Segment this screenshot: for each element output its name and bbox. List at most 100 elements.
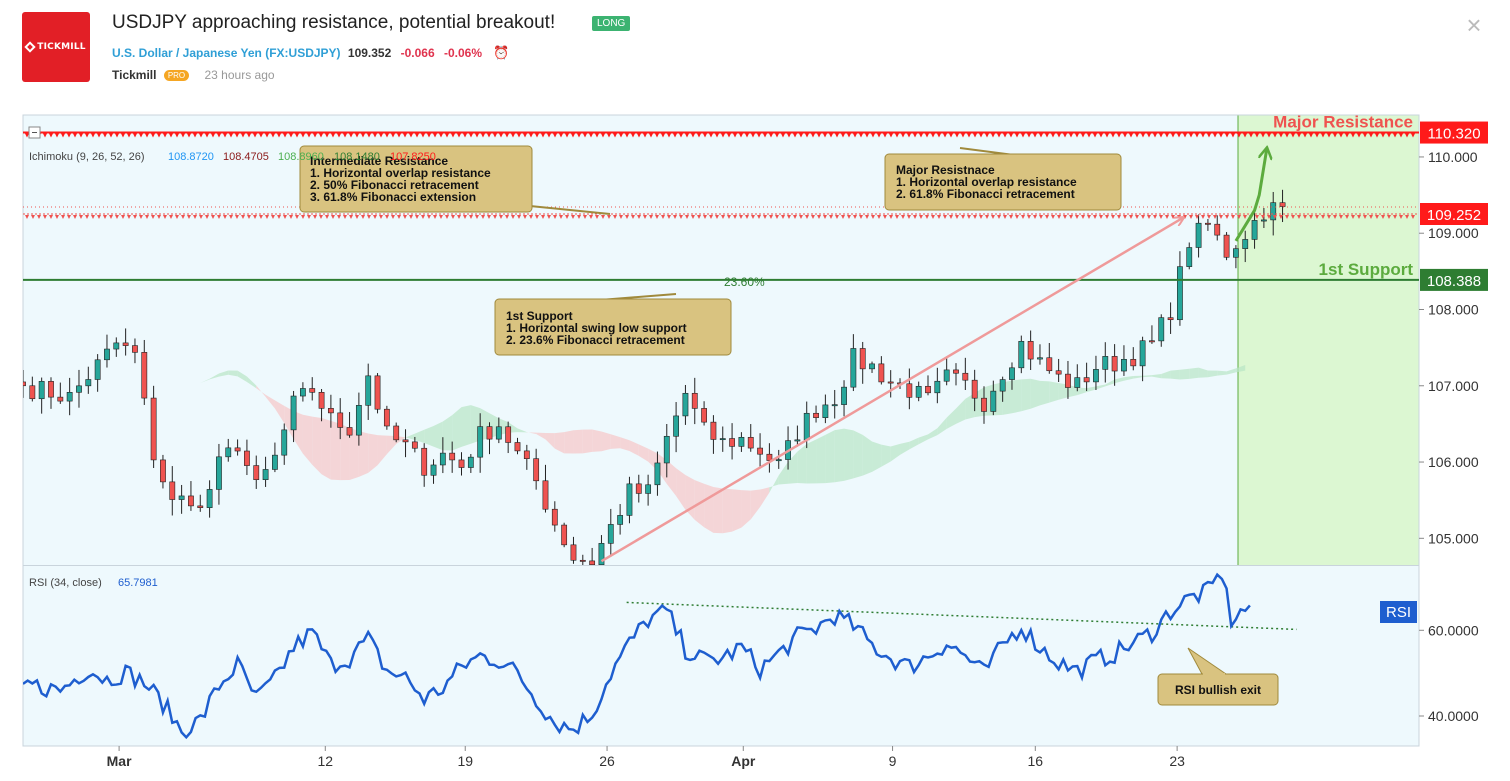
level-marker (445, 215, 449, 219)
candle (831, 389, 838, 419)
rsi-pane[interactable] (23, 566, 1419, 746)
level-marker (1189, 215, 1193, 219)
level-marker (385, 133, 389, 138)
symbol-code-link[interactable]: (FX:USDJPY) (265, 46, 341, 60)
breakout-arrow[interactable] (1234, 149, 1267, 242)
candle (990, 380, 997, 416)
symbol-name-link[interactable]: U.S. Dollar / Japanese Yen (112, 46, 262, 60)
candle (346, 412, 353, 438)
level-marker (421, 215, 425, 219)
cloud-segment (806, 439, 817, 484)
time-axis[interactable]: Mar 12 19 26 Apr 9 16 23 (107, 746, 1185, 769)
candle (281, 423, 288, 465)
author-link[interactable]: Tickmill (112, 68, 157, 82)
candle (178, 484, 185, 514)
candle (533, 448, 540, 490)
candle (505, 421, 512, 454)
level-marker (1393, 133, 1397, 138)
level-marker (319, 133, 323, 138)
rsi-trendline[interactable] (626, 601, 1297, 631)
level-marker (721, 215, 725, 219)
candle (1195, 214, 1202, 258)
cloud-segment (1207, 370, 1218, 378)
candle (1083, 362, 1090, 392)
level-marker (853, 215, 857, 219)
level-marker (631, 133, 635, 138)
level-marker (937, 215, 941, 219)
price-axis[interactable]: 105.000 106.000 107.000 108.000 109.000 110.0… (1419, 149, 1479, 546)
cloud-segment (302, 414, 313, 465)
level-marker (397, 215, 401, 219)
level-marker (1267, 215, 1271, 219)
cloud-segment (545, 433, 555, 449)
usdjpy-chart[interactable]: 23.60% Major Resistance 1st Support Inte… (0, 112, 1510, 781)
level-marker (595, 215, 599, 219)
level-marker (55, 133, 59, 138)
cloud-segment (666, 460, 677, 496)
level-marker (1309, 215, 1313, 219)
level-marker (43, 215, 47, 219)
rsi-bullish-callout[interactable]: RSI bullish exit (1157, 647, 1279, 706)
cloud-segment (573, 429, 583, 454)
level-marker (559, 215, 563, 219)
level-marker (835, 133, 839, 138)
level-marker (25, 215, 29, 219)
candle (719, 426, 726, 452)
rsi-axis[interactable]: 40.0000 60.0000 (1419, 622, 1479, 724)
candle (374, 373, 381, 414)
level-marker (799, 133, 803, 138)
major-resistance-text: Major Resistance (1273, 113, 1413, 132)
candle (1102, 342, 1109, 383)
ichimoku-legend[interactable]: Ichimoku (9, 26, 52, 26) 108.8720 108.47… (28, 126, 436, 163)
candle (729, 423, 735, 460)
intermediate-resistance-callout[interactable]: Intermediate Resistance 1. Horizontal ov… (299, 145, 611, 215)
first-support-callout[interactable]: 1st Support 1. Horizontal swing low supp… (494, 293, 732, 356)
close-icon[interactable]: × (1466, 10, 1482, 40)
candle (962, 357, 969, 390)
level-marker (1057, 133, 1061, 138)
level-marker (1045, 215, 1049, 219)
symbol-change: -0.066 (400, 46, 435, 60)
candle (841, 380, 847, 417)
candle (1037, 344, 1043, 365)
uptrend-arrow[interactable] (600, 218, 1182, 563)
level-marker (1195, 215, 1199, 219)
level-marker (1033, 133, 1037, 138)
level-marker (1351, 133, 1355, 138)
level-marker (709, 133, 713, 138)
level-marker (403, 133, 407, 138)
cloud-segment (620, 437, 630, 451)
level-marker (1099, 133, 1103, 138)
level-marker (997, 133, 1001, 138)
cloud-segment (256, 385, 266, 397)
tickmill-logo[interactable]: TICKMILL (22, 12, 90, 82)
level-marker (553, 215, 557, 219)
cloud-segment (610, 434, 621, 449)
level-marker (1027, 215, 1031, 219)
candle (542, 464, 549, 513)
level-marker (901, 133, 905, 138)
level-marker (391, 215, 395, 219)
alarm-clock-icon[interactable]: ⏰ (493, 45, 510, 60)
time-tick-label: 12 (318, 753, 334, 769)
level-marker (1279, 133, 1283, 138)
level-marker (463, 215, 467, 219)
level-marker (775, 133, 779, 138)
major-resistance-callout[interactable]: Major Resistnace 1. Horizontal overlap r… (884, 147, 1122, 211)
level-marker (79, 133, 83, 138)
level-marker (1201, 215, 1205, 219)
cloud-segment (900, 441, 910, 455)
idea-title: USDJPY approaching resistance, potential… (112, 12, 556, 33)
level-marker (607, 215, 611, 219)
level-marker (769, 133, 773, 138)
candle (757, 433, 763, 468)
level-marker (577, 133, 581, 138)
candle (197, 494, 204, 512)
level-marker (997, 215, 1001, 219)
level-marker (1213, 215, 1217, 219)
cloud-segment (1049, 381, 1059, 403)
level-marker (145, 133, 149, 138)
level-marker (637, 133, 641, 138)
level-marker (1075, 215, 1079, 219)
callout-line: 1st Support (506, 309, 573, 323)
